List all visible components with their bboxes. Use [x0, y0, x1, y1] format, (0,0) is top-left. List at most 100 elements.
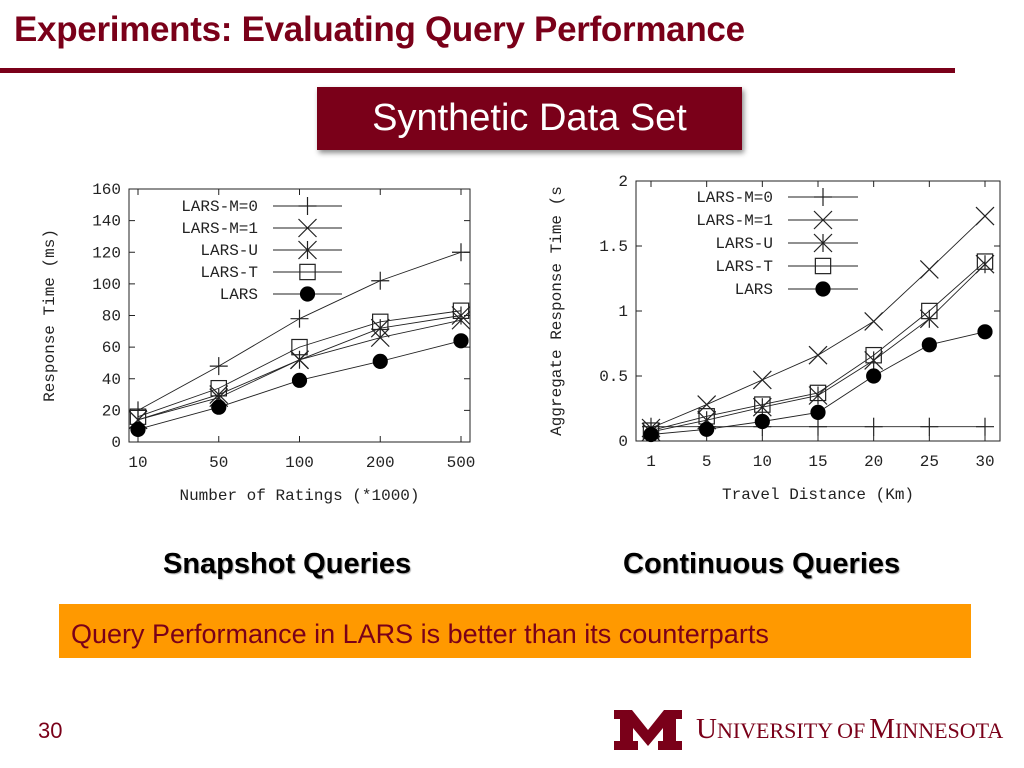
continuous-xtick-label: 20 — [864, 453, 883, 471]
snapshot-xtick-label: 500 — [447, 454, 476, 472]
snapshot-legend-label-lars: LARS — [220, 286, 258, 304]
continuous-legend-label-lars-m-1: LARS-M=1 — [696, 212, 773, 230]
snapshot-point-lars — [211, 399, 227, 415]
continuous-point-lars-m-0 — [920, 417, 939, 436]
continuous-ytick-label: 1 — [618, 303, 628, 321]
snapshot-ytick-label: 40 — [102, 371, 121, 389]
continuous-legend-label-lars-u: LARS-U — [715, 235, 773, 253]
snapshot-point-lars-m-0 — [209, 357, 228, 376]
snapshot-ytick-label: 60 — [102, 339, 121, 357]
continuous-xtick-label: 1 — [646, 453, 656, 471]
snapshot-ytick-label: 160 — [92, 181, 121, 199]
continuous-point-lars — [810, 404, 826, 420]
continuous-ytick-label: 0 — [618, 433, 628, 451]
continuous-point-lars-m-0 — [809, 417, 827, 436]
snapshot-legend-marker-lars-m-1 — [298, 218, 317, 238]
continuous-point-lars-t — [809, 384, 827, 402]
slide-title: Experiments: Evaluating Query Performanc… — [14, 10, 745, 49]
continuous-point-lars — [866, 368, 882, 384]
snapshot-y-axis-label: Response Time (ms) — [41, 229, 59, 402]
slide-number: 30 — [38, 718, 63, 743]
snapshot-legend-marker-lars-t — [299, 263, 316, 281]
snapshot-legend-marker-lars — [299, 286, 316, 302]
continuous-point-lars-u — [864, 350, 884, 370]
snapshot-ytick-label: 100 — [92, 276, 121, 294]
continuous-legend-label-lars: LARS — [735, 281, 773, 299]
continuous-legend-label-lars-t: LARS-T — [715, 258, 773, 276]
snapshot-ytick-label: 20 — [102, 402, 121, 420]
title-rule — [0, 68, 955, 73]
caption-snapshot-queries: Snapshot Queries — [163, 548, 412, 580]
continuous-point-lars-m-1 — [864, 311, 884, 331]
continuous-xtick-label: 10 — [753, 453, 772, 471]
continuous-point-lars-u — [808, 386, 828, 405]
snapshot-point-lars-t — [452, 302, 470, 320]
continuous-legend-marker-lars-u — [813, 233, 833, 253]
snapshot-point-lars — [291, 372, 308, 388]
snapshot-legend-marker-lars-m-0 — [298, 197, 317, 215]
snapshot-legend-label-lars-m-0: LARS-M=0 — [181, 198, 258, 216]
snapshot-xtick-label: 50 — [209, 454, 228, 472]
snapshot-point-lars — [372, 353, 388, 369]
continuous-legend-marker-lars-t — [814, 257, 832, 275]
snapshot-point-lars-u — [290, 350, 309, 370]
snapshot-ytick-label: 80 — [102, 308, 121, 326]
continuous-ytick-label: 1.5 — [599, 238, 628, 256]
continuous-point-lars — [977, 324, 993, 340]
continuous-point-lars-t — [976, 253, 994, 270]
snapshot-legend-marker-lars-u — [298, 240, 317, 260]
snapshot-point-lars-t — [291, 338, 308, 356]
snapshot-legend-label-lars-m-1: LARS-M=1 — [181, 220, 258, 238]
university-name-logotype: UNIVERSITY OF MINNESOTA — [696, 713, 1004, 745]
continuous-xtick-label: 30 — [975, 453, 994, 471]
continuous-point-lars-m-1 — [697, 395, 717, 415]
continuous-point-lars-u — [975, 254, 995, 274]
snapshot-x-axis-label: Number of Ratings (*1000) — [179, 487, 419, 505]
snapshot-series-line-lars-m-1 — [137, 319, 462, 421]
snapshot-point-lars-u — [451, 306, 471, 325]
continuous-xtick-label: 5 — [702, 453, 712, 471]
university-logo: UNIVERSITY OF MINNESOTA — [612, 708, 1012, 754]
caption-continuous-queries: Continuous Queries — [623, 548, 901, 580]
continuous-point-lars-u — [752, 397, 772, 417]
continuous-point-lars — [921, 337, 937, 353]
snapshot-xtick-label: 100 — [285, 454, 314, 472]
continuous-point-lars-t — [754, 396, 771, 413]
snapshot-point-lars-m-0 — [290, 309, 309, 328]
continuous-xtick-label: 15 — [808, 453, 827, 471]
snapshot-queries-chart: 0 20 40 60 80 100 120 140 160 10 50 100 200 500 Number… — [41, 181, 476, 505]
snapshot-point-lars-m-0 — [371, 271, 390, 290]
snapshot-legend-label-lars-t: LARS-T — [200, 264, 258, 282]
continuous-legend-marker-lars — [815, 281, 831, 297]
continuous-x-axis-label: Travel Distance (Km) — [722, 486, 914, 504]
snapshot-xtick-label: 200 — [366, 454, 395, 472]
continuous-point-lars-m-0 — [976, 417, 994, 436]
continuous-ytick-label: 2 — [618, 173, 628, 191]
subtitle-banner: Synthetic Data Set — [317, 87, 742, 150]
continuous-xtick-label: 25 — [920, 453, 939, 471]
continuous-legend-marker-lars-m-0 — [814, 188, 832, 206]
snapshot-xtick-label: 10 — [128, 454, 147, 472]
continuous-point-lars-m-1 — [808, 345, 828, 365]
snapshot-point-lars — [453, 333, 469, 349]
continuous-point-lars-t — [865, 346, 882, 364]
continuous-point-lars — [643, 426, 659, 443]
snapshot-ytick-label: 120 — [92, 244, 121, 262]
continuous-point-lars-m-1 — [975, 206, 995, 226]
continuous-series-line-lars-t — [650, 261, 986, 432]
snapshot-point-lars — [130, 421, 146, 437]
continuous-point-lars-t — [921, 302, 938, 320]
snapshot-legend-label-lars-u: LARS-U — [200, 242, 258, 260]
snapshot-point-lars-t — [210, 379, 228, 397]
snapshot-ytick-label: 0 — [111, 434, 121, 452]
conclusion-banner: Query Performance in LARS is better than… — [59, 604, 971, 658]
snapshot-point-lars-m-1 — [370, 328, 390, 348]
continuous-legend-label-lars-m-0: LARS-M=0 — [696, 189, 773, 207]
continuous-point-lars-m-1 — [919, 259, 939, 279]
continuous-y-axis-label: Aggregate Response Time (s — [548, 186, 566, 436]
snapshot-series-line-lars-t — [137, 310, 462, 418]
m-logo-icon — [614, 710, 682, 750]
continuous-point-lars-m-0 — [864, 417, 883, 436]
continuous-legend-marker-lars-m-1 — [813, 210, 833, 230]
